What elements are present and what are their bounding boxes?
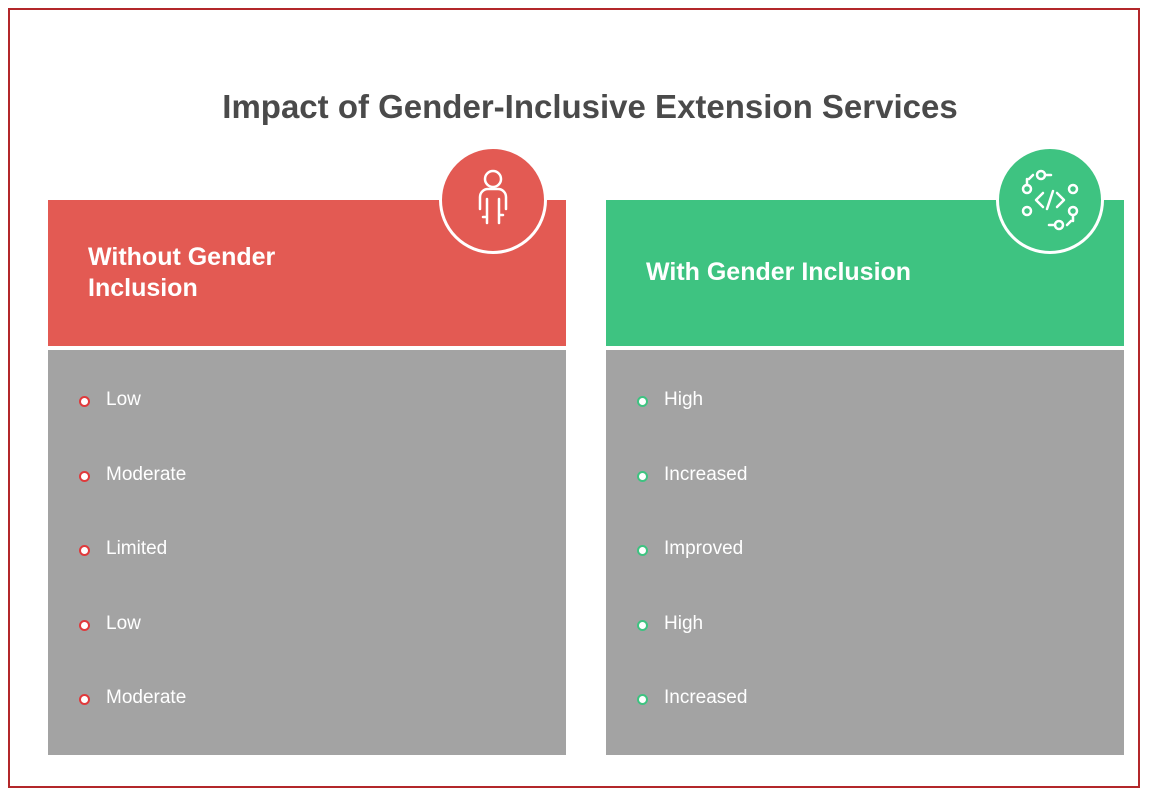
list-item: High <box>664 612 704 634</box>
bullet <box>79 694 90 705</box>
list-item: Low <box>106 389 141 410</box>
list-item: Moderate <box>106 463 187 485</box>
card-body: Low Moderate Limited Low Moderate <box>48 350 566 755</box>
card-without: Without Gender Inclusion Low Moderate Limi… <box>48 146 566 755</box>
list-item: High <box>664 389 704 410</box>
card-body: High Increased Improved High Increased <box>606 350 1124 755</box>
page: Impact of Gender-Inclusive Extension Ser… <box>8 8 1140 788</box>
bullet <box>79 619 90 631</box>
bullet <box>637 545 648 556</box>
bullet <box>79 396 90 407</box>
bullet <box>637 396 648 407</box>
bullet <box>637 470 648 482</box>
icon-badge <box>439 146 547 254</box>
bullet <box>637 619 648 631</box>
person-icon <box>478 169 508 225</box>
bullet <box>79 545 90 556</box>
title: Impact of Gender-Inclusive Extension Ser… <box>222 88 958 125</box>
list-item: Limited <box>106 538 168 559</box>
list-item: Improved <box>664 538 744 559</box>
card-heading: Without Gender Inclusion <box>88 242 276 302</box>
card-heading: With Gender Inclusion <box>646 258 912 287</box>
list-item: Low <box>106 612 141 634</box>
list-item: Increased <box>664 687 748 708</box>
list-item: Increased <box>664 463 748 485</box>
bullet <box>637 694 648 705</box>
bullet <box>79 470 90 482</box>
card-with: With Gender Inclusion High Increased Impro… <box>606 146 1124 755</box>
code-icon <box>1021 169 1079 231</box>
icon-badge <box>996 146 1104 254</box>
list-item: Moderate <box>106 687 187 708</box>
